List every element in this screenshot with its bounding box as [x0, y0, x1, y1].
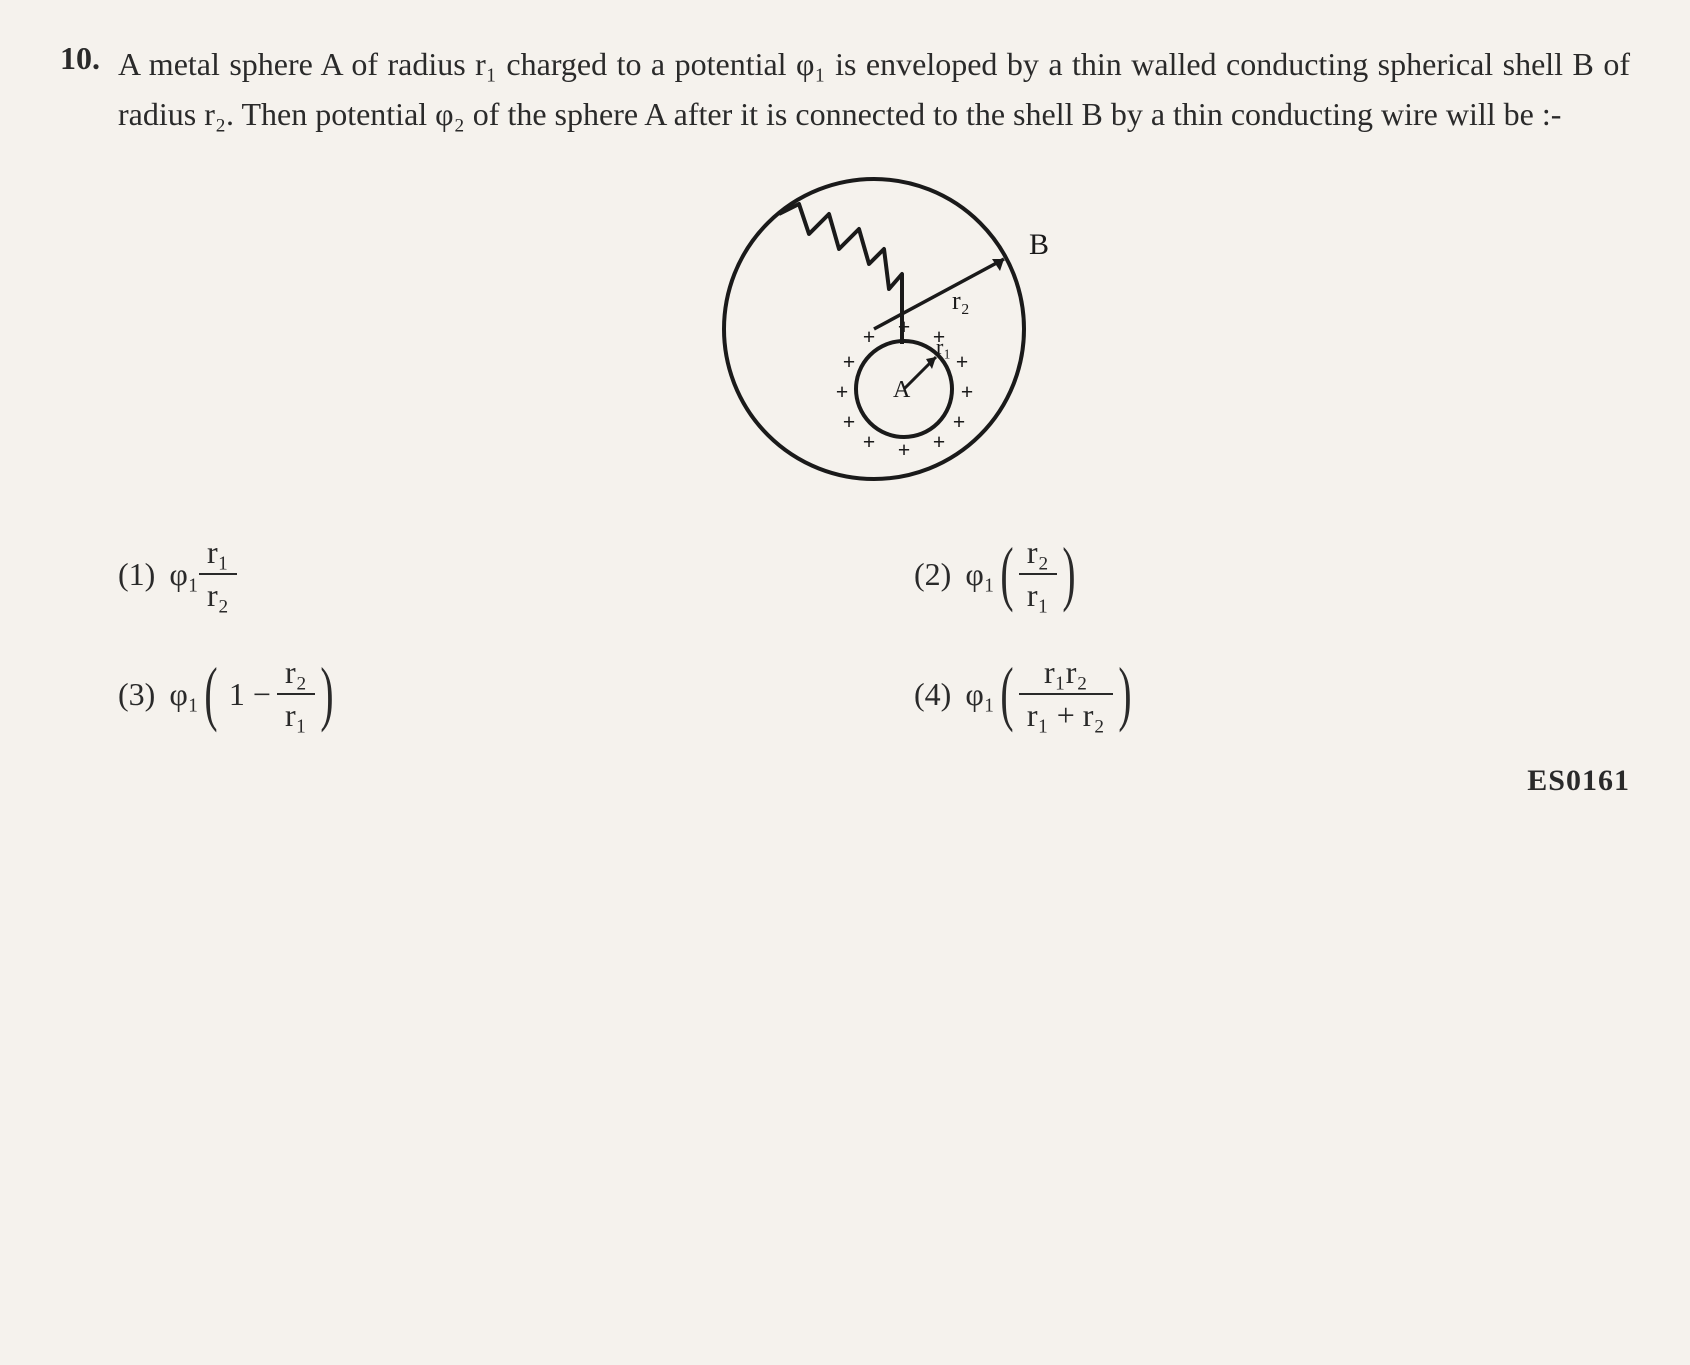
- question-text: A metal sphere A of radius r₁ charged to…: [118, 40, 1630, 139]
- option-4: (4) φ₁ ( r₁r₂ r₁ + r₂ ): [914, 654, 1630, 734]
- lparen-icon: (: [1000, 545, 1013, 603]
- svg-text:+: +: [843, 349, 856, 374]
- option-1-prefix: φ₁: [169, 556, 199, 593]
- option-2-prefix: φ₁: [965, 556, 995, 593]
- option-1-label: (1): [118, 556, 155, 593]
- option-1-frac: r₁ r₂: [199, 534, 237, 614]
- inner-label: A: [893, 377, 911, 403]
- option-3-prefix: φ₁: [169, 676, 199, 713]
- option-3-inner-left: 1 −: [229, 676, 271, 713]
- option-3-frac: r₂ r₁: [277, 654, 315, 734]
- lparen-icon: (: [1000, 665, 1013, 723]
- question-block: 10. A metal sphere A of radius r₁ charge…: [60, 40, 1630, 798]
- svg-text:+: +: [956, 349, 969, 374]
- diagram-container: + + + + + + + + + + + +: [118, 159, 1630, 504]
- question-number: 10.: [60, 40, 100, 798]
- rparen-icon: ): [1118, 665, 1131, 723]
- svg-text:+: +: [953, 409, 966, 434]
- sphere-diagram: + + + + + + + + + + + +: [684, 159, 1064, 499]
- question-code: ES0161: [118, 764, 1630, 798]
- rparen-icon: ): [320, 665, 333, 723]
- svg-text:+: +: [843, 409, 856, 434]
- svg-text:+: +: [961, 379, 974, 404]
- option-1-expr: φ₁ r₁ r₂: [169, 534, 236, 614]
- lparen-icon: (: [204, 665, 217, 723]
- outer-label: B: [1029, 228, 1049, 261]
- svg-text:+: +: [933, 429, 946, 454]
- svg-text:+: +: [898, 437, 911, 462]
- svg-text:+: +: [863, 429, 876, 454]
- option-2-frac: r₂ r₁: [1019, 534, 1057, 614]
- question-body: A metal sphere A of radius r₁ charged to…: [118, 40, 1630, 798]
- r1-label: r₁: [936, 334, 951, 359]
- option-4-expr: φ₁ ( r₁r₂ r₁ + r₂ ): [965, 654, 1136, 734]
- option-3: (3) φ₁ ( 1 − r₂ r₁ ): [118, 654, 834, 734]
- option-4-frac: r₁r₂ r₁ + r₂: [1019, 654, 1113, 734]
- option-2: (2) φ₁ ( r₂ r₁ ): [914, 534, 1630, 614]
- option-2-label: (2): [914, 556, 951, 593]
- rparen-icon: ): [1062, 545, 1075, 603]
- option-2-expr: φ₁ ( r₂ r₁ ): [965, 534, 1080, 614]
- option-3-expr: φ₁ ( 1 − r₂ r₁ ): [169, 654, 338, 734]
- option-1: (1) φ₁ r₁ r₂: [118, 534, 834, 614]
- option-3-label: (3): [118, 676, 155, 713]
- option-4-label: (4): [914, 676, 951, 713]
- options-grid: (1) φ₁ r₁ r₂ (2) φ₁ ( r₂ r₁: [118, 534, 1630, 734]
- svg-text:+: +: [836, 379, 849, 404]
- r2-label: r₂: [952, 286, 970, 315]
- option-4-prefix: φ₁: [965, 676, 995, 713]
